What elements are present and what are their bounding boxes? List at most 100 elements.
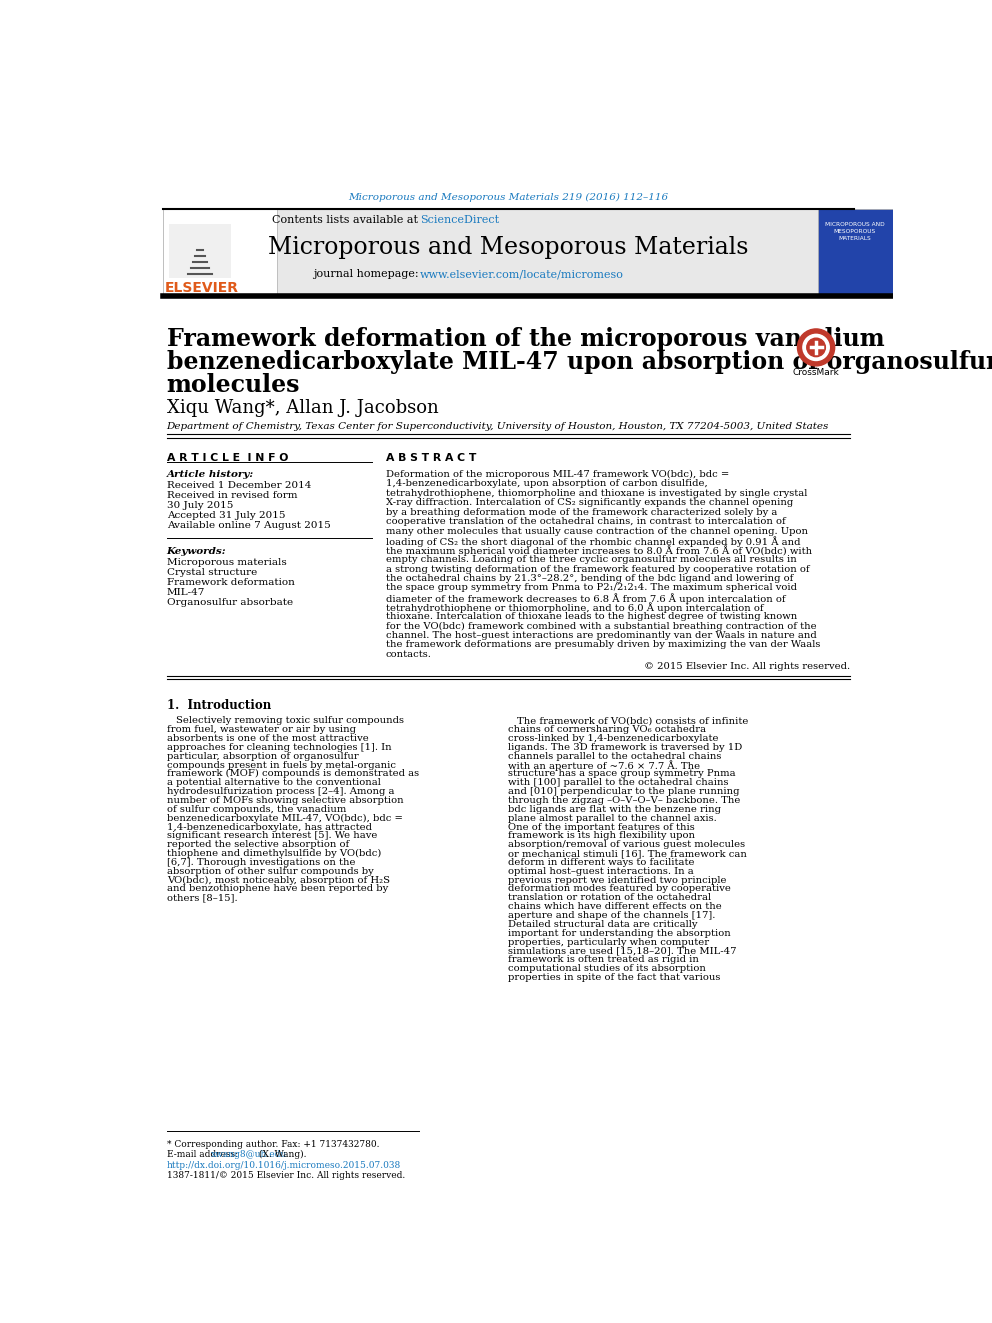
Text: Keywords:: Keywords: (167, 546, 226, 556)
Text: ScienceDirect: ScienceDirect (420, 216, 499, 225)
Text: Selectively removing toxic sulfur compounds: Selectively removing toxic sulfur compou… (176, 716, 404, 725)
Text: (X. Wang).: (X. Wang). (256, 1150, 307, 1159)
Text: Detailed structural data are critically: Detailed structural data are critically (508, 919, 697, 929)
Text: loading of CS₂ the short diagonal of the rhombic channel expanded by 0.91 Å and: loading of CS₂ the short diagonal of the… (386, 536, 801, 546)
Text: approaches for cleaning technologies [1]. In: approaches for cleaning technologies [1]… (167, 742, 391, 751)
Text: Available online 7 August 2015: Available online 7 August 2015 (167, 521, 330, 529)
Text: with [100] parallel to the octahedral chains: with [100] parallel to the octahedral ch… (508, 778, 728, 787)
Text: particular, absorption of organosulfur: particular, absorption of organosulfur (167, 751, 358, 761)
Text: Deformation of the microporous MIL-47 framework VO(bdc), bdc =: Deformation of the microporous MIL-47 fr… (386, 470, 729, 479)
Text: Microporous materials: Microporous materials (167, 557, 287, 566)
Text: One of the important features of this: One of the important features of this (508, 823, 694, 831)
Text: previous report we identified two principle: previous report we identified two princi… (508, 876, 726, 885)
Text: thiophene and dimethylsulfide by VO(bdc): thiophene and dimethylsulfide by VO(bdc) (167, 849, 381, 859)
Text: channel. The host–guest interactions are predominantly van der Waals in nature a: channel. The host–guest interactions are… (386, 631, 816, 640)
Text: from fuel, wastewater or air by using: from fuel, wastewater or air by using (167, 725, 355, 734)
Text: Microporous and Mesoporous Materials 219 (2016) 112–116: Microporous and Mesoporous Materials 219… (348, 193, 669, 202)
Text: a strong twisting deformation of the framework featured by cooperative rotation : a strong twisting deformation of the fra… (386, 565, 809, 574)
Text: or mechanical stimuli [16]. The framework can: or mechanical stimuli [16]. The framewor… (508, 849, 747, 859)
FancyBboxPatch shape (163, 209, 278, 296)
Text: Microporous and Mesoporous Materials: Microporous and Mesoporous Materials (268, 235, 749, 259)
Text: properties in spite of the fact that various: properties in spite of the fact that var… (508, 972, 720, 982)
Circle shape (806, 339, 825, 357)
Text: computational studies of its absorption: computational studies of its absorption (508, 964, 705, 974)
Text: the maximum spherical void diameter increases to 8.0 Å from 7.6 Å of VO(bdc) wit: the maximum spherical void diameter incr… (386, 545, 812, 557)
Circle shape (798, 329, 834, 366)
Text: framework is its high flexibility upon: framework is its high flexibility upon (508, 831, 694, 840)
Text: the framework deformations are presumably driven by maximizing the van der Waals: the framework deformations are presumabl… (386, 640, 820, 650)
Text: © 2015 Elsevier Inc. All rights reserved.: © 2015 Elsevier Inc. All rights reserved… (644, 663, 850, 671)
Text: contacts.: contacts. (386, 650, 432, 659)
Text: * Corresponding author. Fax: +1 7137432780.: * Corresponding author. Fax: +1 71374327… (167, 1139, 379, 1148)
Text: tetrahydrothiophene or thiomorpholine, and to 6.0 Å upon intercalation of: tetrahydrothiophene or thiomorpholine, a… (386, 602, 764, 614)
Text: the octahedral chains by 21.3°–28.2°, bending of the bdc ligand and lowering of: the octahedral chains by 21.3°–28.2°, be… (386, 574, 794, 583)
Text: benzenedicarboxylate MIL-47 upon absorption of organosulfur: benzenedicarboxylate MIL-47 upon absorpt… (167, 349, 992, 373)
Text: Framework deformation of the microporous vanadium: Framework deformation of the microporous… (167, 327, 884, 351)
Text: a potential alternative to the conventional: a potential alternative to the conventio… (167, 778, 381, 787)
Text: ELSEVIER: ELSEVIER (165, 280, 238, 295)
Text: X-ray diffraction. Intercalation of CS₂ significantly expands the channel openin: X-ray diffraction. Intercalation of CS₂ … (386, 499, 794, 507)
Text: many other molecules that usually cause contraction of the channel opening. Upon: many other molecules that usually cause … (386, 527, 807, 536)
Text: Crystal structure: Crystal structure (167, 568, 257, 577)
Text: optimal host–guest interactions. In a: optimal host–guest interactions. In a (508, 867, 693, 876)
FancyBboxPatch shape (169, 224, 231, 278)
Text: simulations are used [15,18–20]. The MIL-47: simulations are used [15,18–20]. The MIL… (508, 946, 736, 955)
Text: 30 July 2015: 30 July 2015 (167, 500, 233, 509)
Text: of sulfur compounds, the vanadium: of sulfur compounds, the vanadium (167, 804, 346, 814)
Text: Xiqu Wang*, Allan J. Jacobson: Xiqu Wang*, Allan J. Jacobson (167, 400, 438, 417)
Text: The framework of VO(bdc) consists of infinite: The framework of VO(bdc) consists of inf… (517, 716, 748, 725)
Text: channels parallel to the octahedral chains: channels parallel to the octahedral chai… (508, 751, 721, 761)
Text: 1.  Introduction: 1. Introduction (167, 700, 271, 712)
Text: deform in different ways to facilitate: deform in different ways to facilitate (508, 857, 694, 867)
Text: Article history:: Article history: (167, 470, 254, 479)
Text: tetrahydrothiophene, thiomorpholine and thioxane is investigated by single cryst: tetrahydrothiophene, thiomorpholine and … (386, 488, 807, 497)
Text: compounds present in fuels by metal-organic: compounds present in fuels by metal-orga… (167, 761, 396, 770)
Text: benzenedicarboxylate MIL-47, VO(bdc), bdc =: benzenedicarboxylate MIL-47, VO(bdc), bd… (167, 814, 403, 823)
Text: plane almost parallel to the channel axis.: plane almost parallel to the channel axi… (508, 814, 716, 823)
Text: cooperative translation of the octahedral chains, in contrast to intercalation o: cooperative translation of the octahedra… (386, 517, 786, 527)
Text: Accepted 31 July 2015: Accepted 31 July 2015 (167, 511, 285, 520)
Text: Department of Chemistry, Texas Center for Superconductivity, University of Houst: Department of Chemistry, Texas Center fo… (167, 422, 829, 431)
Text: MIL-47: MIL-47 (167, 587, 205, 597)
Text: significant research interest [5]. We have: significant research interest [5]. We ha… (167, 831, 377, 840)
Text: framework is often treated as rigid in: framework is often treated as rigid in (508, 955, 698, 964)
Text: 1387-1811/© 2015 Elsevier Inc. All rights reserved.: 1387-1811/© 2015 Elsevier Inc. All right… (167, 1171, 405, 1180)
Text: with an aperture of ~7.6 × 7.7 Å. The: with an aperture of ~7.6 × 7.7 Å. The (508, 761, 699, 771)
Text: reported the selective absorption of: reported the selective absorption of (167, 840, 349, 849)
Text: Received 1 December 2014: Received 1 December 2014 (167, 480, 311, 490)
Text: journal homepage:: journal homepage: (312, 270, 419, 279)
Text: chains which have different effects on the: chains which have different effects on t… (508, 902, 721, 912)
Text: number of MOFs showing selective absorption: number of MOFs showing selective absorpt… (167, 796, 404, 804)
Text: and [010] perpendicular to the plane running: and [010] perpendicular to the plane run… (508, 787, 739, 796)
Text: CrossMark: CrossMark (793, 368, 839, 377)
Text: the space group symmetry from Pnma to P2₁/2₁2₁4. The maximum spherical void: the space group symmetry from Pnma to P2… (386, 583, 797, 593)
Text: xwang8@uh.edu: xwang8@uh.edu (210, 1150, 287, 1159)
Text: others [8–15].: others [8–15]. (167, 893, 237, 902)
Text: cross-linked by 1,4-benzenedicarboxylate: cross-linked by 1,4-benzenedicarboxylate (508, 734, 718, 744)
Text: deformation modes featured by cooperative: deformation modes featured by cooperativ… (508, 885, 730, 893)
Text: absorption of other sulfur compounds by: absorption of other sulfur compounds by (167, 867, 373, 876)
Text: chains of cornersharing VO₆ octahedra: chains of cornersharing VO₆ octahedra (508, 725, 705, 734)
Text: 1,4-benzenedicarboxylate, upon absorption of carbon disulfide,: 1,4-benzenedicarboxylate, upon absorptio… (386, 479, 707, 488)
Text: ligands. The 3D framework is traversed by 1D: ligands. The 3D framework is traversed b… (508, 742, 742, 751)
Text: E-mail address:: E-mail address: (167, 1150, 241, 1159)
Text: framework (MOF) compounds is demonstrated as: framework (MOF) compounds is demonstrate… (167, 770, 419, 778)
Text: and benzothiophene have been reported by: and benzothiophene have been reported by (167, 885, 388, 893)
Circle shape (803, 335, 829, 360)
Text: absorption/removal of various guest molecules: absorption/removal of various guest mole… (508, 840, 745, 849)
Text: [6,7]. Thorough investigations on the: [6,7]. Thorough investigations on the (167, 857, 355, 867)
Text: thioxane. Intercalation of thioxane leads to the highest degree of twisting know: thioxane. Intercalation of thioxane lead… (386, 613, 798, 620)
Text: Framework deformation: Framework deformation (167, 578, 295, 586)
Text: aperture and shape of the channels [17].: aperture and shape of the channels [17]. (508, 912, 715, 919)
Text: Contents lists available at: Contents lists available at (273, 216, 419, 225)
Text: hydrodesulfurization process [2–4]. Among a: hydrodesulfurization process [2–4]. Amon… (167, 787, 394, 796)
Text: molecules: molecules (167, 373, 301, 397)
Text: properties, particularly when computer: properties, particularly when computer (508, 938, 708, 947)
Text: Received in revised form: Received in revised form (167, 491, 298, 500)
Text: for the VO(bdc) framework combined with a substantial breathing contraction of t: for the VO(bdc) framework combined with … (386, 622, 816, 631)
Text: www.elsevier.com/locate/micromeso: www.elsevier.com/locate/micromeso (420, 270, 624, 279)
Text: 1,4-benzenedicarboxylate, has attracted: 1,4-benzenedicarboxylate, has attracted (167, 823, 372, 831)
Text: by a breathing deformation mode of the framework characterized solely by a: by a breathing deformation mode of the f… (386, 508, 778, 517)
Text: structure has a space group symmetry Pnma: structure has a space group symmetry Pnm… (508, 770, 735, 778)
FancyBboxPatch shape (163, 209, 817, 296)
